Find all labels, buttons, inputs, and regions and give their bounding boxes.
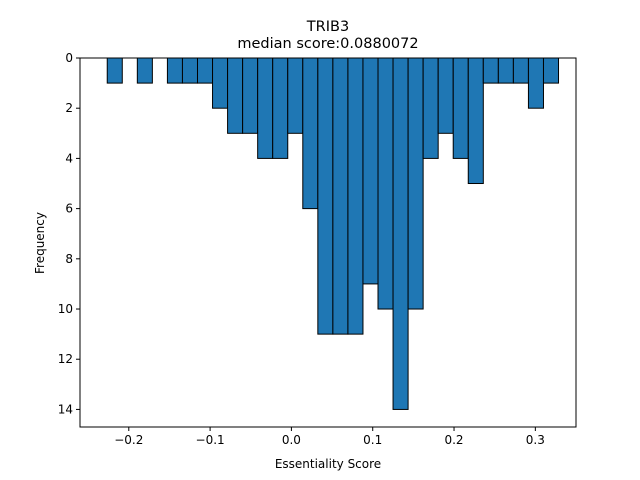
histogram-bar-15 (362, 57, 379, 285)
x-tick-label: 0.0 (282, 433, 301, 447)
y-tick-label: 10 (58, 302, 73, 316)
x-tick-label: −0.2 (114, 433, 143, 447)
histogram-bar-23 (482, 57, 499, 84)
y-tick-label: 0 (65, 51, 73, 65)
y-axis-label: Frequency (33, 212, 47, 274)
histogram-bar-1 (136, 57, 153, 84)
y-tick-label: 8 (65, 252, 73, 266)
histogram-bar-22 (467, 57, 484, 185)
histogram-bar-25 (512, 57, 529, 84)
bars-group (106, 57, 560, 410)
histogram-bar-3 (181, 57, 198, 84)
histogram-bar-14 (347, 57, 364, 335)
x-axis-ticks: −0.2 −0.1 0.0 0.1 0.2 0.3 (114, 427, 545, 447)
histogram-bar-7 (242, 57, 259, 134)
chart-subtitle: median score:0.0880072 (237, 36, 418, 52)
chart-title: TRIB3 (306, 19, 349, 35)
histogram-bar-21 (452, 57, 469, 159)
histogram-bar-6 (227, 57, 244, 134)
x-tick-label: 0.1 (363, 433, 382, 447)
y-tick-label: 6 (65, 202, 73, 216)
histogram-bar-26 (527, 57, 544, 109)
histogram-bar-0 (106, 57, 123, 84)
y-tick-label: 4 (65, 151, 73, 165)
y-axis-ticks: 0 2 4 6 8 10 12 14 (58, 51, 80, 416)
histogram-bar-20 (437, 57, 454, 134)
histogram-bar-9 (272, 57, 289, 159)
histogram-bar-5 (212, 57, 229, 109)
histogram-bar-13 (332, 57, 349, 335)
y-tick-label: 14 (58, 402, 73, 416)
histogram-bar-19 (422, 57, 439, 159)
y-tick-label: 12 (58, 352, 73, 366)
histogram-bar-24 (497, 57, 514, 84)
y-tick-label: 2 (65, 101, 73, 115)
x-tick-label: −0.1 (196, 433, 225, 447)
histogram-bar-17 (392, 57, 409, 410)
histogram-bar-4 (196, 57, 214, 84)
axes-frame (79, 57, 577, 428)
x-tick-label: 0.2 (444, 433, 463, 447)
histogram-bar-18 (407, 57, 424, 310)
histogram-bar-2 (166, 57, 183, 84)
histogram-bar-16 (377, 57, 394, 310)
histogram-bar-8 (257, 57, 274, 159)
x-tick-label: 0.3 (526, 433, 545, 447)
x-axis-label: Essentiality Score (275, 457, 381, 471)
histogram-bar-11 (302, 57, 319, 210)
histogram-bar-10 (287, 57, 304, 134)
histogram-bar-12 (317, 57, 334, 335)
histogram-bar-27 (542, 57, 560, 84)
